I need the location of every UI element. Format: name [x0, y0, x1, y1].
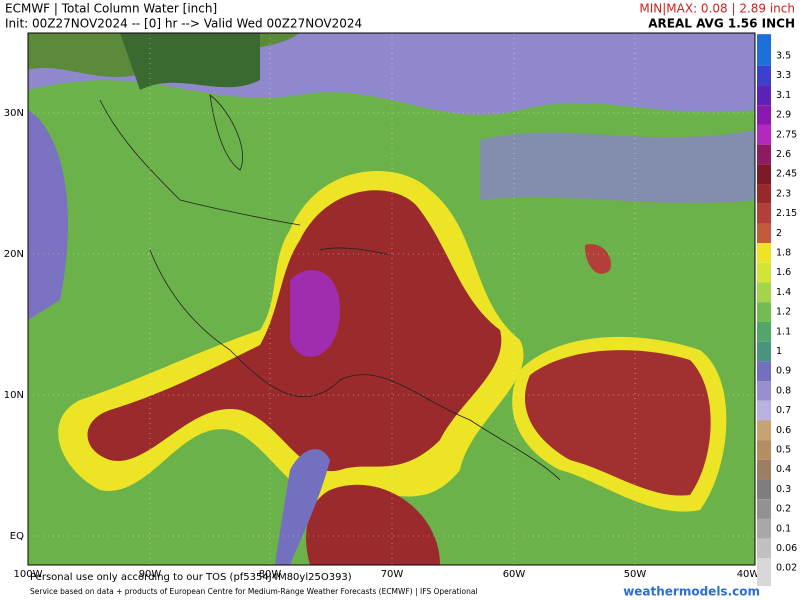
map-axes: 30N 20N 10N EQ 100W 90W 80W 70W 60W 50W 40W [4, 108, 760, 580]
longitude-label: 40W [737, 569, 760, 580]
colorbar-swatch [757, 321, 771, 342]
init-line: Init: 00Z27NOV2024 -- [0] hr --> Valid W… [5, 17, 362, 31]
colorbar-swatch [757, 518, 771, 539]
longitude-label: 90W [139, 569, 162, 580]
latitude-label: 20N [4, 249, 24, 260]
colorbar-swatch [757, 440, 771, 460]
colorbar-label: 2 [776, 228, 782, 239]
colorbar-label: 2.15 [776, 208, 797, 219]
longitude-label: 100W [14, 569, 43, 580]
min-max: MIN|MAX: 0.08 | 2.89 inch [639, 2, 795, 16]
service-note: Service based on data + products of Euro… [30, 587, 478, 596]
colorbar-label: 1.4 [776, 287, 791, 298]
colorbar-label: 2.75 [776, 129, 797, 140]
colorbar-swatch [757, 144, 771, 165]
colorbar-label: 2.6 [776, 149, 791, 160]
colorbar-swatch [757, 203, 771, 224]
latitude-label: 30N [4, 108, 24, 119]
colorbar-swatch [757, 65, 771, 86]
colorbar-label: 1.8 [776, 248, 791, 259]
colorbar-label: 0.3 [776, 484, 791, 495]
colorbar-swatch [757, 341, 771, 362]
colorbar-swatch [757, 400, 771, 421]
colorbar-label: 0.06 [776, 543, 797, 554]
colorbar-label: 2.3 [776, 188, 791, 199]
colorbar-label: 0.1 [776, 523, 791, 534]
colorbar-label: 0.6 [776, 425, 791, 436]
colorbar-label: 3.3 [776, 70, 791, 81]
colorbar-label: 1 [776, 346, 782, 357]
tos-note: Personal use only according to our TOS (… [30, 572, 352, 583]
colorbar-swatch [757, 262, 771, 283]
colorbar-swatch [757, 105, 771, 125]
colorbar-label: 0.5 [776, 445, 791, 456]
colorbar-swatch [757, 558, 771, 587]
colorbar-label: 1.1 [776, 326, 791, 337]
colorbar-label: 3.5 [776, 51, 791, 62]
longitude-label: 70W [381, 569, 404, 580]
colorbar: 3.5 3.3 3.1 2.9 2.75 2.6 2.45 2.3 2.15 2 1.8 1.6 1.4… [757, 34, 797, 587]
colorbar-swatch [757, 282, 771, 303]
colorbar-label: 2.45 [776, 169, 797, 180]
colorbar-swatch [757, 164, 771, 185]
longitude-label: 80W [259, 569, 282, 580]
colorbar-swatch [757, 381, 771, 401]
colorbar-swatch [757, 223, 771, 244]
title: ECMWF | Total Column Water [inch] [5, 2, 217, 16]
colorbar-swatch [757, 479, 771, 500]
colorbar-swatch [757, 420, 771, 441]
latitude-label: 10N [4, 390, 24, 401]
colorbar-label: 0.4 [776, 464, 791, 475]
colorbar-label: 3.1 [776, 90, 791, 101]
colorbar-swatch [757, 184, 771, 204]
brand: weathermodels.com [623, 585, 760, 599]
colorbar-label: 0.7 [776, 405, 791, 416]
colorbar-swatch [757, 124, 771, 145]
colorbar-swatch [757, 459, 771, 480]
colorbar-swatch [757, 34, 771, 66]
colorbar-swatch [757, 361, 771, 382]
colorbar-label: 2.9 [776, 110, 791, 121]
colorbar-swatch [757, 499, 771, 519]
map [27, 32, 756, 566]
areal-average: AREAL AVG 1.56 INCH [648, 17, 795, 31]
colorbar-swatch [757, 85, 771, 106]
colorbar-label: 1.2 [776, 307, 791, 318]
colorbar-swatch [757, 243, 771, 263]
colorbar-swatch [757, 302, 771, 322]
longitude-label: 60W [503, 569, 526, 580]
colorbar-label: 0.2 [776, 504, 791, 515]
colorbar-label: 0.9 [776, 366, 791, 377]
longitude-label: 50W [624, 569, 647, 580]
latitude-label: EQ [10, 531, 24, 542]
colorbar-label: 1.6 [776, 267, 791, 278]
colorbar-swatch [757, 538, 771, 559]
colorbar-label: 0.8 [776, 385, 791, 396]
colorbar-label: 0.02 [776, 563, 797, 574]
